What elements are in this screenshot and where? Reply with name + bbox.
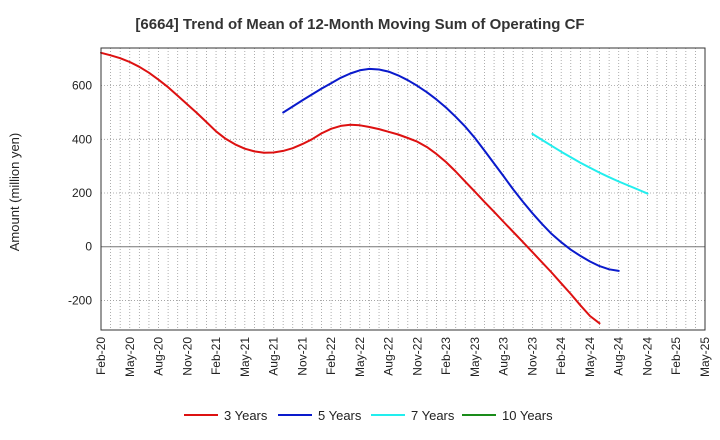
y-tick-label: 200 [72,186,92,200]
y-axis-label: Amount (million yen) [7,133,22,252]
y-tick-label: 600 [72,79,92,93]
x-tick-label: Feb-22 [324,337,338,375]
x-tick-label: May-23 [468,337,482,377]
x-axis: Feb-20 May-20 Aug-20 Nov-20 Feb-21 May-21 Aug-… [94,337,712,377]
plot-frame [100,47,706,331]
x-tick-label: May-20 [123,337,137,377]
x-tick-label: Feb-23 [439,337,453,375]
x-tick-label: May-21 [238,337,252,377]
x-tick-label: Nov-24 [640,337,654,376]
series-line-5-years [282,67,620,272]
x-tick-label: Feb-21 [209,337,223,375]
x-tick-label: Feb-25 [669,337,683,375]
series-line-7-years [531,132,649,195]
x-tick-label: May-24 [583,337,597,377]
x-tick-label: Aug-22 [382,337,396,376]
x-tick-label: Feb-20 [94,337,108,375]
x-tick-label: Nov-21 [295,337,309,376]
y-tick-label: 400 [72,132,92,146]
x-tick-label: Feb-24 [554,337,568,375]
legend-label: 5 Years [318,408,362,423]
x-tick-label: Aug-23 [497,337,511,376]
x-tick-label: Aug-21 [267,337,281,376]
y-axis: -200 0 200 400 600 [68,79,92,308]
legend-label: 3 Years [224,408,268,423]
series-line-3-years [100,51,601,325]
x-tick-label: May-22 [353,337,367,377]
legend-label: 7 Years [411,408,455,423]
grid [101,48,705,330]
x-tick-label: Nov-20 [180,337,194,376]
x-tick-label: May-25 [698,337,712,377]
y-tick-label: 0 [85,240,92,254]
series-layer [100,51,649,325]
x-tick-label: Nov-23 [525,337,539,376]
x-tick-label: Nov-22 [410,337,424,376]
x-tick-label: Aug-20 [152,337,166,376]
x-tick-label: Aug-24 [612,337,626,376]
chart-title: [6664] Trend of Mean of 12-Month Moving … [135,16,584,33]
legend: 3 Years 5 Years 7 Years 10 Years [184,408,553,423]
y-tick-label: -200 [68,293,92,307]
legend-label: 10 Years [502,408,553,423]
